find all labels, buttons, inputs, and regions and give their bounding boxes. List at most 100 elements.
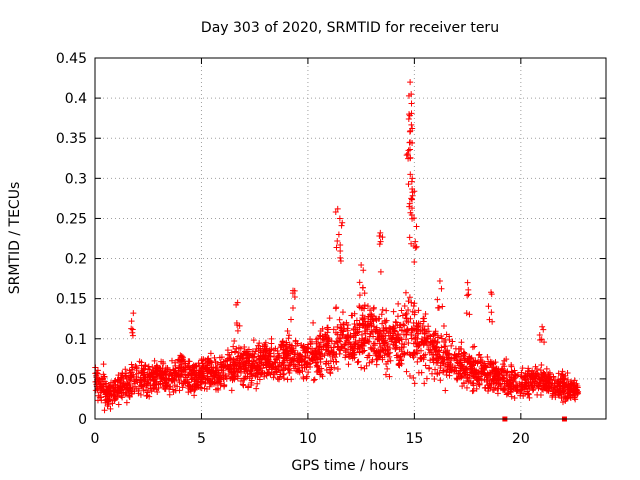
data-point [384,358,391,365]
y-tick-label: 0.25 [56,211,87,227]
data-point [94,397,101,404]
data-point [206,383,213,390]
data-point [256,356,263,363]
data-point [407,171,414,178]
data-point [446,337,453,344]
data-point [437,377,444,384]
data-point [361,340,368,347]
data-point [513,387,520,394]
data-point [241,376,248,383]
data-point [420,341,427,348]
data-point [508,363,515,370]
data-point [503,356,510,363]
data-point [564,394,571,401]
data-point [364,303,371,310]
data-point [216,378,223,385]
data-point [233,365,240,372]
y-tick-label: 0.3 [65,171,87,187]
data-point [463,384,470,391]
data-point [502,369,509,376]
data-point [411,188,418,195]
data-point [484,377,491,384]
data-point [315,349,322,356]
data-point [277,362,284,369]
data-point [437,354,444,361]
data-point [153,362,160,369]
data-point [126,367,133,374]
data-point [105,397,112,404]
data-point [224,357,231,364]
data-point [216,374,223,381]
data-point [482,384,489,391]
data-point [178,368,185,375]
data-point [511,383,518,390]
data-point [373,326,380,333]
data-point [337,258,344,265]
data-point [403,317,410,324]
data-point [410,374,417,381]
data-point [442,349,449,356]
data-point [415,307,422,314]
data-point [377,268,384,275]
data-point [525,382,532,389]
data-point [346,339,353,346]
data-point [161,376,168,383]
data-point [394,332,401,339]
data-point [473,385,480,392]
data-point [436,347,443,354]
data-point [335,231,342,238]
data-point [191,392,198,399]
data-point [470,382,477,389]
data-point [408,329,415,336]
data-point [227,361,234,368]
data-point [434,296,441,303]
data-point [213,364,220,371]
data-point [288,316,295,323]
data-point [446,369,453,376]
data-point [301,364,308,371]
data-point [321,352,328,359]
data-point [469,344,476,351]
data-points [92,79,582,422]
data-point [571,383,578,390]
data-point [168,357,175,364]
data-point [433,352,440,359]
data-point [151,357,158,364]
data-point [145,380,152,387]
data-point [307,340,314,347]
data-point [256,340,263,347]
data-point [430,359,437,366]
data-point [93,381,100,388]
data-point [100,387,107,394]
data-point [303,373,310,380]
data-point [276,352,283,359]
data-point [336,316,343,323]
data-point [485,388,492,395]
data-point [284,347,291,354]
data-point [393,319,400,326]
data-point [426,365,433,372]
data-point [245,354,252,361]
data-point [386,373,393,380]
data-point [394,313,401,320]
data-point [366,359,373,366]
data-point [317,328,324,335]
data-point [362,335,369,342]
data-point [342,333,349,340]
data-point [384,365,391,372]
data-point [440,367,447,374]
data-point [352,330,359,337]
x-tick-label: 0 [91,431,100,447]
data-point [530,374,537,381]
data-point [398,307,405,314]
data-point [138,368,145,375]
data-point [114,394,121,401]
data-point [158,371,165,378]
data-point [400,344,407,351]
data-point [100,361,107,368]
data-point [383,307,390,314]
data-point [431,339,438,346]
data-point [231,349,238,356]
data-point [560,373,567,380]
data-point [376,315,383,322]
